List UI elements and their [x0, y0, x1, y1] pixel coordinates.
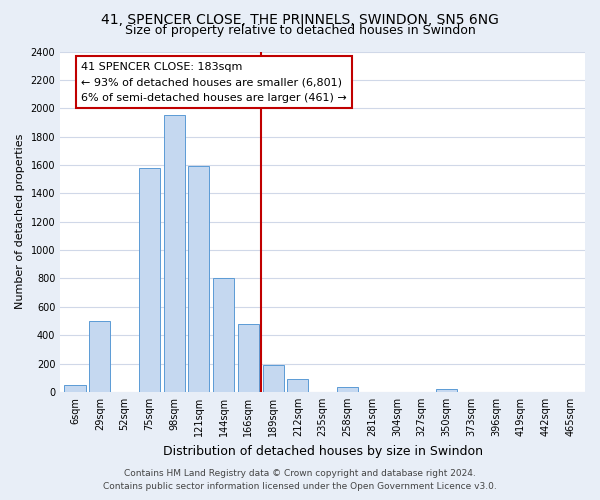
Text: 41, SPENCER CLOSE, THE PRINNELS, SWINDON, SN5 6NG: 41, SPENCER CLOSE, THE PRINNELS, SWINDON…: [101, 12, 499, 26]
Text: 41 SPENCER CLOSE: 183sqm
← 93% of detached houses are smaller (6,801)
6% of semi: 41 SPENCER CLOSE: 183sqm ← 93% of detach…: [81, 62, 347, 103]
Bar: [287, 379, 308, 392]
Text: Size of property relative to detached houses in Swindon: Size of property relative to detached ho…: [125, 24, 475, 37]
Bar: [213, 278, 234, 392]
Bar: [139, 168, 160, 392]
Y-axis label: Number of detached properties: Number of detached properties: [15, 134, 25, 310]
Bar: [89, 321, 110, 392]
Bar: [64, 385, 86, 392]
Bar: [436, 389, 457, 392]
Bar: [238, 324, 259, 392]
X-axis label: Distribution of detached houses by size in Swindon: Distribution of detached houses by size …: [163, 444, 482, 458]
Bar: [337, 387, 358, 392]
Bar: [263, 365, 284, 392]
Bar: [164, 116, 185, 392]
Bar: [188, 166, 209, 392]
Text: Contains HM Land Registry data © Crown copyright and database right 2024.
Contai: Contains HM Land Registry data © Crown c…: [103, 469, 497, 491]
